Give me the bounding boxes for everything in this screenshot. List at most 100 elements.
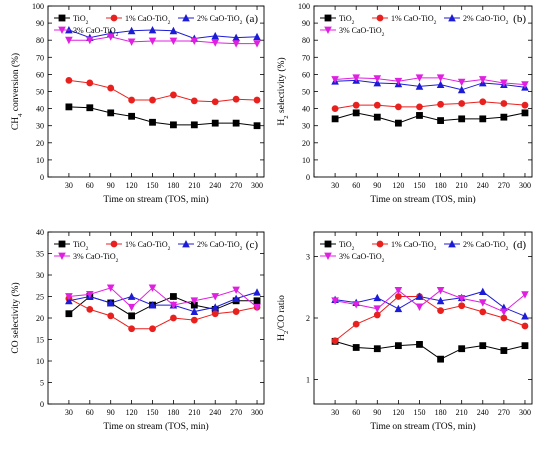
legend-label-subscript: 2 bbox=[506, 246, 509, 252]
data-point bbox=[253, 40, 261, 48]
legend-marker bbox=[324, 252, 332, 260]
y-tick-label: 1 bbox=[306, 375, 310, 384]
data-point bbox=[373, 293, 382, 302]
data-point bbox=[415, 82, 424, 90]
legend-label: 3% CaO-TiO2 bbox=[339, 252, 385, 264]
y-axis-label-subscript: 2 bbox=[283, 115, 290, 118]
legend-label-text: TiO bbox=[73, 14, 86, 23]
y-axis-label-suffix: selectivity (%) bbox=[276, 57, 287, 115]
y-axis-label-subscript: 4 bbox=[17, 113, 24, 117]
x-tick-label: 210 bbox=[456, 181, 468, 190]
legend-label: 3% CaO-TiO2 bbox=[73, 26, 119, 38]
series-line bbox=[334, 112, 526, 124]
data-point bbox=[106, 33, 115, 41]
data-point bbox=[373, 101, 381, 109]
legend-label-subscript: 2 bbox=[434, 246, 437, 252]
legend-marker bbox=[448, 240, 456, 248]
series-1 bbox=[65, 103, 261, 130]
x-tick-label: 60 bbox=[352, 408, 360, 417]
data-point bbox=[478, 287, 487, 295]
data-point bbox=[331, 105, 339, 112]
data-point bbox=[190, 97, 198, 105]
y-tick-label: 20 bbox=[302, 139, 310, 148]
x-tick-label: 240 bbox=[209, 408, 221, 417]
x-axis-label: Time on stream (TOS, min) bbox=[103, 194, 208, 205]
x-axis-label: Time on stream (TOS, min) bbox=[370, 194, 475, 205]
legend-label-text: 1% CaO-TiO bbox=[125, 14, 168, 23]
legend-label: 2% CaO-TiO2 bbox=[463, 14, 509, 26]
data-point bbox=[416, 103, 423, 111]
data-point bbox=[107, 109, 115, 117]
legend-marker bbox=[324, 14, 332, 22]
legend-label-text: 3% CaO-TiO bbox=[73, 26, 116, 35]
legend-label-subscript: 2 bbox=[240, 246, 243, 252]
x-tick-label: 120 bbox=[126, 408, 138, 417]
series-line bbox=[335, 79, 526, 91]
legend-marker bbox=[58, 252, 66, 260]
legend-item: 3% CaO-TiO2 bbox=[54, 26, 119, 38]
data-point bbox=[170, 91, 177, 99]
legend-marker bbox=[110, 240, 118, 248]
data-point bbox=[457, 85, 466, 94]
data-point bbox=[190, 301, 198, 309]
data-point bbox=[86, 36, 94, 45]
chart-panel-4: 30 60 90 120 150 180 210 240 270 300 1 2 3 Time on st… bbox=[277, 231, 533, 432]
legend-item: 2% CaO-TiO2 bbox=[178, 240, 243, 252]
legend-item: TiO2 bbox=[320, 240, 355, 252]
data-point bbox=[148, 37, 157, 46]
data-point bbox=[436, 80, 445, 89]
data-point bbox=[232, 40, 240, 48]
legend-label-text: 3% CaO-TiO bbox=[339, 26, 382, 35]
y-tick-label: 35 bbox=[36, 250, 44, 259]
data-point bbox=[521, 291, 529, 299]
legend-item: TiO2 bbox=[54, 14, 89, 26]
data-point bbox=[128, 96, 136, 104]
legend-label: 3% CaO-TiO2 bbox=[339, 26, 385, 38]
data-point bbox=[373, 75, 382, 83]
data-point bbox=[170, 293, 177, 300]
data-point bbox=[106, 284, 115, 292]
legend-item: 1% CaO-TiO2 bbox=[106, 240, 171, 252]
y-axis-label-suffix: /CO ratio bbox=[277, 295, 287, 331]
data-point bbox=[458, 115, 466, 123]
x-tick-label: 300 bbox=[251, 408, 263, 417]
legend-marker bbox=[376, 14, 384, 22]
data-point bbox=[331, 115, 339, 123]
y-tick-label: 20 bbox=[36, 139, 44, 148]
data-point bbox=[458, 100, 466, 107]
data-point bbox=[437, 117, 444, 124]
data-point bbox=[521, 101, 529, 109]
y-tick-label: 0 bbox=[40, 400, 44, 409]
legend-label-text: 2% CaO-TiO bbox=[463, 14, 506, 23]
x-tick-label: 30 bbox=[331, 408, 339, 417]
legend-label-subscript: 2 bbox=[382, 258, 385, 264]
data-point bbox=[211, 31, 220, 40]
legend-label-subscript: 2 bbox=[434, 20, 437, 26]
data-point bbox=[65, 293, 73, 301]
legend-label-text: 1% CaO-TiO bbox=[125, 240, 168, 249]
data-point bbox=[148, 25, 157, 34]
data-point bbox=[352, 74, 360, 82]
series-4 bbox=[331, 286, 529, 316]
x-tick-label: 240 bbox=[209, 181, 221, 190]
series-line bbox=[68, 106, 258, 127]
data-point bbox=[127, 38, 136, 46]
y-tick-label: 100 bbox=[32, 2, 44, 11]
data-point bbox=[521, 322, 529, 330]
y-axis-label: CO selectivity (%) bbox=[10, 282, 21, 353]
legend-label: 1% CaO-TiO2 bbox=[391, 240, 437, 252]
x-tick-label: 60 bbox=[86, 181, 94, 190]
data-point bbox=[331, 76, 339, 84]
legend-label: 2% CaO-TiO2 bbox=[197, 240, 243, 252]
data-point bbox=[211, 303, 220, 311]
y-tick-label: 0 bbox=[306, 173, 310, 182]
data-point bbox=[86, 290, 94, 299]
data-point bbox=[170, 121, 177, 129]
data-point bbox=[128, 325, 136, 333]
series-line bbox=[68, 287, 258, 308]
legend-marker bbox=[110, 14, 118, 22]
x-axis-label: Time on stream (TOS, min) bbox=[370, 421, 475, 432]
legend-label-text: TiO bbox=[339, 240, 352, 249]
